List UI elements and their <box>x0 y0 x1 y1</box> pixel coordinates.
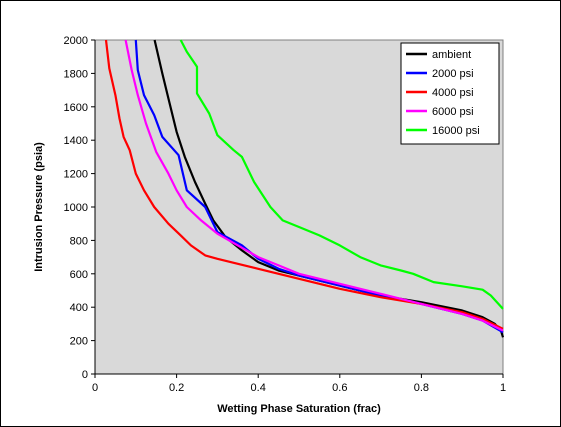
y-tick-label: 0 <box>82 369 88 381</box>
x-axis-title: Wetting Phase Saturation (frac) <box>217 403 381 415</box>
y-tick-label: 1200 <box>64 169 88 181</box>
y-tick-label: 800 <box>70 235 88 247</box>
legend-label-2: 4000 psi <box>432 87 474 99</box>
legend-box <box>400 42 500 145</box>
legend-label-3: 6000 psi <box>432 106 474 118</box>
y-tick-label: 2000 <box>64 35 88 47</box>
y-tick-label: 1400 <box>64 135 88 147</box>
y-tick-label: 400 <box>70 302 88 314</box>
y-tick-label: 1000 <box>64 202 88 214</box>
legend-label-1: 2000 psi <box>432 68 474 80</box>
y-tick-label: 200 <box>70 336 88 348</box>
x-tick-label: 1 <box>500 382 506 394</box>
ticks-layer: 0 200 400 600 800 1000 1200 1400 1600 1800 2000 0 0.… <box>64 35 507 394</box>
series-line-3 <box>124 39 504 332</box>
y-tick-label: 600 <box>70 269 88 281</box>
x-tick-label: 0.4 <box>251 382 266 394</box>
x-tick-label: 0.6 <box>332 382 347 394</box>
series-line-2 <box>104 39 504 330</box>
x-tick-label: 0 <box>92 382 98 394</box>
series-line-0 <box>153 39 505 338</box>
y-axis-title: Intrusion Pressure (psia) <box>33 142 45 272</box>
y-tick-label: 1600 <box>64 102 88 114</box>
legend-label-4: 16000 psi <box>432 125 480 137</box>
series-line-4 <box>179 39 504 310</box>
series-layer <box>104 39 505 338</box>
legend: ambient 2000 psi 4000 psi 6000 psi 16000 psi <box>400 42 500 145</box>
legend-label-0: ambient <box>432 49 471 61</box>
x-tick-label: 0.8 <box>414 382 429 394</box>
y-tick-label: 1800 <box>64 68 88 80</box>
x-tick-label: 0.2 <box>169 382 184 394</box>
